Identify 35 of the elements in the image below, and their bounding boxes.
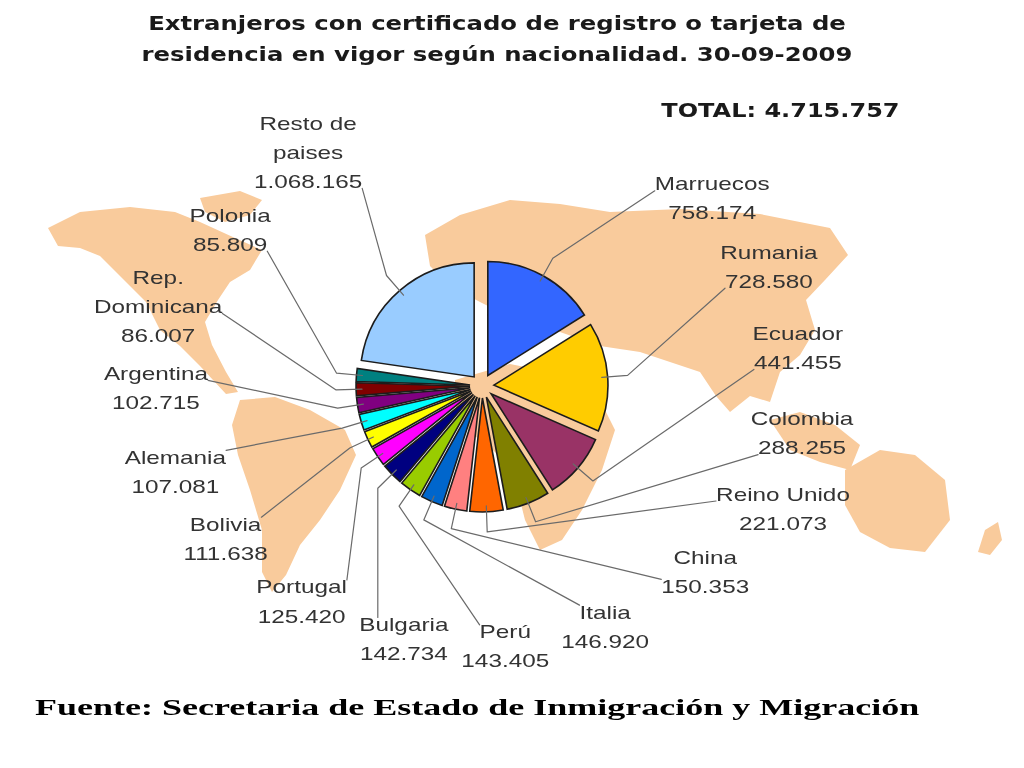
data-label: 441.455 <box>753 351 842 374</box>
data-label: 143.405 <box>461 650 550 672</box>
data-label: 221.073 <box>739 512 827 535</box>
text: TOTAL: 4.715.757 <box>661 98 900 122</box>
slice-label: Rumania <box>720 241 819 264</box>
slice-label: China <box>673 546 738 569</box>
data-label: 146.920 <box>561 630 650 653</box>
data-label: 125.420 <box>257 605 346 627</box>
slice-label: Marruecos <box>654 172 770 195</box>
slice-label: Rep. Dominicana <box>94 266 224 318</box>
data-label: 1.068.165 <box>254 170 363 193</box>
slice-label: Bolivia <box>189 513 263 536</box>
slice-label: Portugal <box>256 576 347 598</box>
slice-label: Argentina <box>103 362 209 385</box>
data-label: 111.638 <box>183 542 268 565</box>
data-label: 758.174 <box>668 201 757 224</box>
slice-label: Alemania <box>124 446 228 469</box>
slice-label: Bulgaria <box>359 613 450 636</box>
data-label: 150.353 <box>661 575 750 598</box>
slice-label: Ecuador <box>752 322 844 345</box>
slice-label: Reino Unido <box>716 483 850 506</box>
data-label: 288.255 <box>758 436 846 459</box>
data-label: 728.580 <box>725 270 813 293</box>
chart-title: Extranjeros con certificado de registro o tarjeta de residencia en vigor según nacionalidad. 30-09-2009 <box>140 11 854 67</box>
data-label: 102.715 <box>112 391 200 414</box>
data-label: 107.081 <box>131 475 220 498</box>
data-label: 85.809 <box>192 233 268 256</box>
data-label: 142.734 <box>359 642 448 665</box>
slice-label: Colombia <box>750 407 855 430</box>
slice-label: Polonia <box>189 204 272 227</box>
source-note: Fuente: Secretaria de Estado de Inmigración y Migración <box>35 694 920 721</box>
slice-label: Italia <box>579 601 632 624</box>
data-label: 86.007 <box>121 324 196 347</box>
slice-label: Perú <box>479 621 531 643</box>
slice-label: Resto de paises <box>259 112 357 164</box>
